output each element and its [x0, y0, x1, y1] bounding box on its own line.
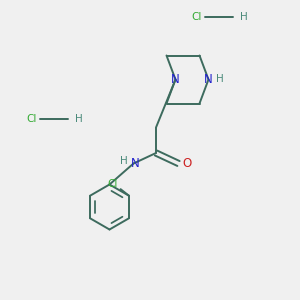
Text: N: N [204, 73, 213, 86]
Text: Cl: Cl [191, 11, 202, 22]
Text: N: N [130, 157, 140, 170]
Text: H: H [216, 74, 224, 85]
Text: N: N [171, 73, 180, 86]
Text: Cl: Cl [26, 113, 37, 124]
Text: H: H [75, 113, 83, 124]
Text: H: H [240, 11, 248, 22]
Text: H: H [120, 156, 128, 166]
Text: Cl: Cl [107, 179, 118, 189]
Text: O: O [182, 157, 191, 170]
